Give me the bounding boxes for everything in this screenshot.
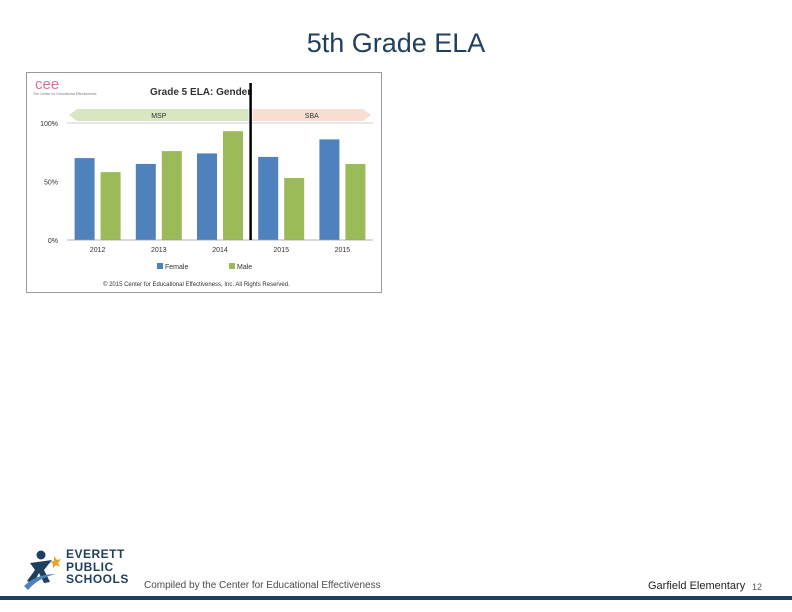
runner-icon: [24, 550, 61, 590]
bar-male-2012: [100, 172, 121, 240]
x-tick-label: 2015: [273, 247, 289, 254]
chart-logo-subtitle: The Center for Educational Effectiveness: [33, 92, 97, 96]
x-tick-label: 2014: [212, 247, 228, 254]
footer-school-name: Garfield Elementary: [648, 580, 746, 592]
logo-line: PUBLIC: [66, 559, 114, 574]
chart-card: cee The Center for Educational Effective…: [26, 72, 382, 293]
chart-logo: cee: [35, 76, 59, 93]
legend-swatch-male: [229, 263, 235, 269]
bar-female-2013: [135, 163, 156, 240]
bar-male-2013: [161, 151, 182, 240]
period-label: SBA: [305, 113, 319, 120]
x-tick-label: 2015: [335, 247, 351, 254]
x-tick-label: 2012: [90, 247, 106, 254]
bar-female-2015: [319, 139, 340, 240]
period-band-msp: [69, 109, 249, 121]
x-tick-label: 2013: [151, 247, 167, 254]
chart-title: Grade 5 ELA: Gender: [150, 87, 251, 98]
bar-male-2015: [345, 163, 366, 240]
logo-line: EVERETT: [66, 547, 125, 561]
legend-label: Male: [237, 264, 252, 271]
bar-male-2014: [223, 131, 243, 240]
bar-female-2012: [74, 158, 95, 240]
everett-public-schools-logo: EVERETT PUBLIC SCHOOLS: [22, 548, 134, 594]
footer-credit: Compiled by the Center for Educational E…: [144, 580, 381, 591]
bar-female-2015: [258, 156, 279, 240]
y-tick-label: 100%: [40, 121, 58, 128]
logo-wordmark: EVERETT PUBLIC SCHOOLS: [66, 548, 129, 586]
period-band-sba: [252, 109, 371, 121]
footer-rule: [0, 596, 792, 600]
logo-line: SCHOOLS: [66, 572, 129, 586]
grade5-ela-gender-chart: cee The Center for Educational Effective…: [33, 76, 373, 288]
page-number: 12: [752, 582, 763, 592]
bar-male-2015: [284, 177, 305, 240]
bar-female-2014: [197, 153, 217, 240]
slide-title: 5th Grade ELA: [306, 28, 486, 58]
chart-copyright: © 2015 Center for Educational Effectiven…: [103, 281, 290, 288]
period-label: MSP: [151, 113, 167, 120]
legend-label: Female: [165, 264, 188, 271]
y-tick-label: 50%: [44, 180, 58, 187]
y-tick-label: 0%: [48, 238, 58, 245]
legend-swatch-female: [157, 263, 163, 269]
